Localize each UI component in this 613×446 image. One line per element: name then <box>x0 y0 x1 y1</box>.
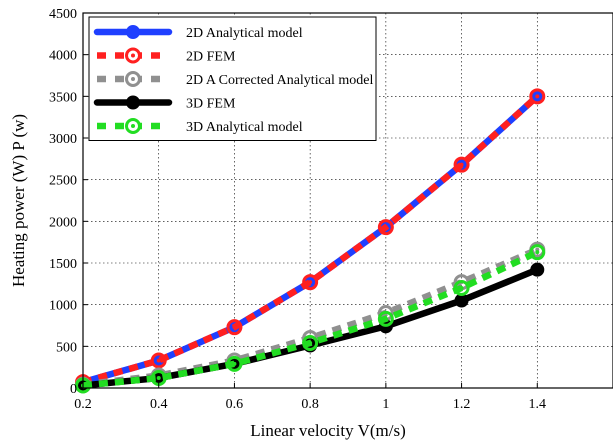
x-tick-label: 0.8 <box>301 397 319 412</box>
data-point-center <box>308 280 313 285</box>
data-point-center <box>383 316 388 321</box>
y-tick-label: 1000 <box>49 299 77 314</box>
data-point-center <box>459 162 464 167</box>
data-point-center <box>535 250 540 255</box>
series-layer <box>75 88 546 394</box>
legend-label: 3D Analytical model <box>186 120 303 135</box>
data-point <box>226 319 243 336</box>
y-axis-label: Heating power (W) P (w) <box>9 114 28 287</box>
data-point-center <box>383 225 388 230</box>
legend: 2D Analytical model 2D FEM 2D A Corrected … <box>88 16 377 141</box>
legend-entry: 2D A Corrected Analytical model <box>97 71 374 88</box>
legend-entry: 2D FEM <box>97 47 236 65</box>
data-point-center <box>156 358 161 363</box>
data-point-center <box>535 94 540 99</box>
data-point <box>150 352 167 369</box>
y-tick-label: 3000 <box>49 132 77 147</box>
data-point <box>302 274 319 291</box>
legend-label: 2D FEM <box>186 50 236 65</box>
data-point-center <box>156 376 161 380</box>
data-point <box>529 244 546 261</box>
y-tick-label: 2500 <box>49 174 77 189</box>
x-tick-label: 1 <box>382 397 389 412</box>
legend-swatch-marker-center <box>131 77 135 81</box>
data-point <box>377 310 394 327</box>
data-point <box>302 335 319 351</box>
legend-entry: 3D Analytical model <box>97 118 303 135</box>
y-tick-label: 2000 <box>49 215 77 230</box>
data-point <box>530 262 545 277</box>
x-tick-label: 1.2 <box>453 397 471 412</box>
x-tick-label: 0.6 <box>226 397 244 412</box>
legend-entry: 2D Analytical model <box>93 25 303 41</box>
y-tick-label: 500 <box>56 340 77 355</box>
data-point <box>453 280 470 296</box>
x-tick-label: 1.4 <box>529 397 547 412</box>
legend-label: 2D Analytical model <box>186 26 303 41</box>
y-tick-label: 1500 <box>49 257 77 272</box>
legend-entry: 3D FEM <box>93 95 236 112</box>
legend-swatch-marker <box>126 25 140 39</box>
y-tick-label: 3500 <box>49 90 77 105</box>
data-point-center <box>308 341 313 345</box>
data-point <box>529 88 546 105</box>
legend-swatch-marker-center <box>131 53 135 58</box>
data-point <box>226 355 243 372</box>
legend-label: 3D FEM <box>186 97 236 112</box>
x-tick-label: 0.4 <box>150 397 168 412</box>
plot-frame <box>82 12 613 389</box>
x-tick-label: 0.2 <box>74 397 92 412</box>
series-5 <box>75 244 546 394</box>
y-tick-label: 0 <box>70 382 77 397</box>
y-tick-label: 4000 <box>49 49 77 64</box>
x-axis-label: Linear velocity V(m/s) <box>250 421 405 440</box>
y-tick-label: 4500 <box>49 7 77 22</box>
data-point-center <box>232 325 237 330</box>
tick-labels: 0.2 0.4 0.6 0.8 1 1.2 1.4 0 500 1000 1500 2000 2500 3… <box>49 7 546 412</box>
data-point-center <box>232 361 237 366</box>
data-point <box>377 219 394 236</box>
data-point-center <box>459 286 464 290</box>
legend-swatch-marker <box>126 95 140 110</box>
legend-label: 2D A Corrected Analytical model <box>186 73 374 88</box>
data-point <box>453 156 470 173</box>
legend-swatch-marker-center <box>131 124 135 128</box>
